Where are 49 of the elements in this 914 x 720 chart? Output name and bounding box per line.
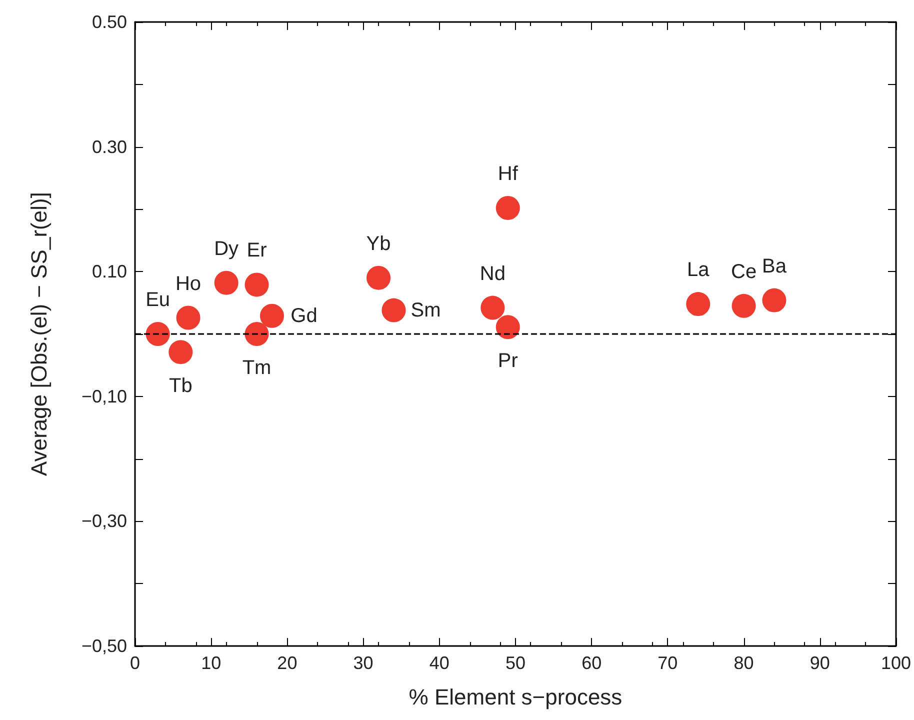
x-tick-label: 10 <box>201 653 222 673</box>
point <box>260 304 284 328</box>
y-tick-label: 0.30 <box>92 136 127 157</box>
point <box>244 272 269 297</box>
annotation: Hf <box>498 162 518 185</box>
annotation: Nd <box>480 262 506 285</box>
x-tick-label: 100 <box>880 653 912 673</box>
x-tick-label: 80 <box>734 653 754 673</box>
x-axis-title: % Element s−process <box>408 684 622 710</box>
x-tick-label: 40 <box>429 653 450 673</box>
x-tick-label: 30 <box>353 653 374 673</box>
annotation: Yb <box>366 232 391 255</box>
point <box>168 340 193 364</box>
annotation: Pr <box>498 350 518 372</box>
point <box>366 266 391 290</box>
y-tick-label: −0,50 <box>81 636 127 656</box>
point <box>244 322 269 346</box>
point <box>686 292 710 316</box>
y-tick-label: −0,10 <box>81 386 127 406</box>
annotation: Ba <box>762 255 788 278</box>
x-tick-label: 20 <box>277 653 298 673</box>
point <box>496 315 520 340</box>
annotation: Er <box>246 240 268 262</box>
annotation: Tb <box>168 375 192 398</box>
x-tick-label: 60 <box>582 653 602 673</box>
annotation: Ho <box>175 272 202 295</box>
annotation: La <box>687 259 710 282</box>
point <box>732 294 756 318</box>
annotation: Ce <box>731 260 757 283</box>
y-tick-label: 0.10 <box>92 262 127 282</box>
point <box>214 270 238 295</box>
point <box>176 306 200 330</box>
annotation: Tm <box>242 357 272 379</box>
annotation: Eu <box>146 289 170 311</box>
point <box>146 322 170 346</box>
annotation: Sm <box>410 299 441 322</box>
y-tick-label: 0.50 <box>92 12 127 32</box>
x-tick-label: 90 <box>810 653 830 673</box>
x-tick-label: 0 <box>130 653 140 673</box>
annotation: Dy <box>214 238 239 260</box>
x-tick-label: 70 <box>658 653 678 673</box>
y-axis-title: Average [Obs.(el) − SS_r(el)] <box>26 192 52 476</box>
point <box>762 288 786 312</box>
point <box>480 296 505 320</box>
annotation: Gd <box>290 304 318 327</box>
y-tick-label: −0,30 <box>81 511 127 532</box>
point <box>382 298 406 322</box>
point <box>496 196 520 220</box>
x-tick-label: 50 <box>505 653 526 673</box>
